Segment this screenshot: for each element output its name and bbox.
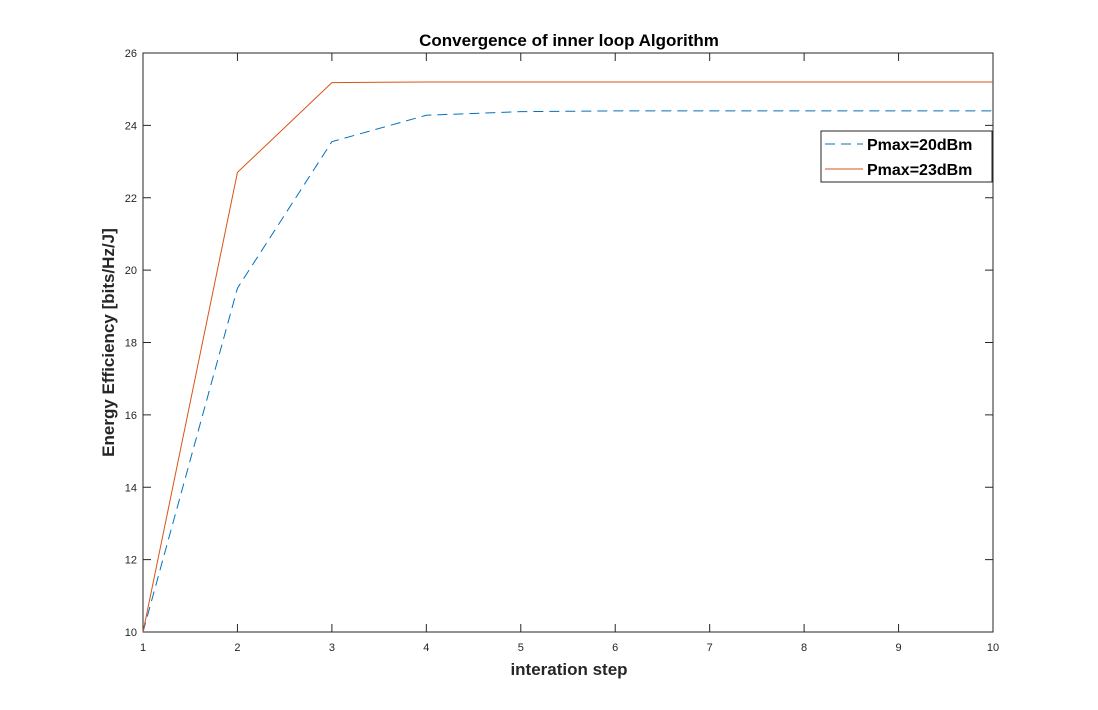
y-tick-label: 16 [125, 410, 137, 422]
x-tick-label: 6 [612, 642, 618, 654]
y-tick-label: 10 [125, 627, 137, 639]
legend-label-1: Pmax=20dBm [867, 137, 972, 154]
y-axis-label: Energy Efficiency [bits/Hz/J] [99, 228, 118, 457]
series-line-1 [142, 110, 993, 633]
legend-label-2: Pmax=23dBm [867, 162, 972, 179]
y-tick-label: 14 [125, 482, 137, 494]
y-tick-label: 22 [125, 193, 137, 205]
y-tick-label: 26 [125, 48, 137, 60]
x-tick-label: 2 [234, 642, 240, 654]
chart-title: Convergence of inner loop Algorithm [419, 31, 719, 50]
series-lines [142, 81, 993, 633]
x-tick-label: 7 [707, 642, 713, 654]
y-tick-label: 24 [125, 120, 137, 132]
x-tick-label: 8 [801, 642, 807, 654]
legend: Pmax=20dBm Pmax=23dBm [820, 130, 993, 183]
y-tick-label: 18 [125, 338, 137, 350]
x-tick-label: 4 [423, 642, 429, 654]
x-tick-label: 9 [895, 642, 901, 654]
x-axis-label: interation step [510, 660, 627, 679]
x-tick-label: 1 [140, 642, 146, 654]
series-line-2 [142, 81, 993, 633]
y-tick-label: 20 [125, 265, 137, 277]
x-tick-label: 3 [329, 642, 335, 654]
legend-box [820, 130, 993, 183]
y-tick-label: 12 [125, 555, 137, 567]
x-tick-label: 10 [987, 642, 999, 654]
x-tick-label: 5 [518, 642, 524, 654]
